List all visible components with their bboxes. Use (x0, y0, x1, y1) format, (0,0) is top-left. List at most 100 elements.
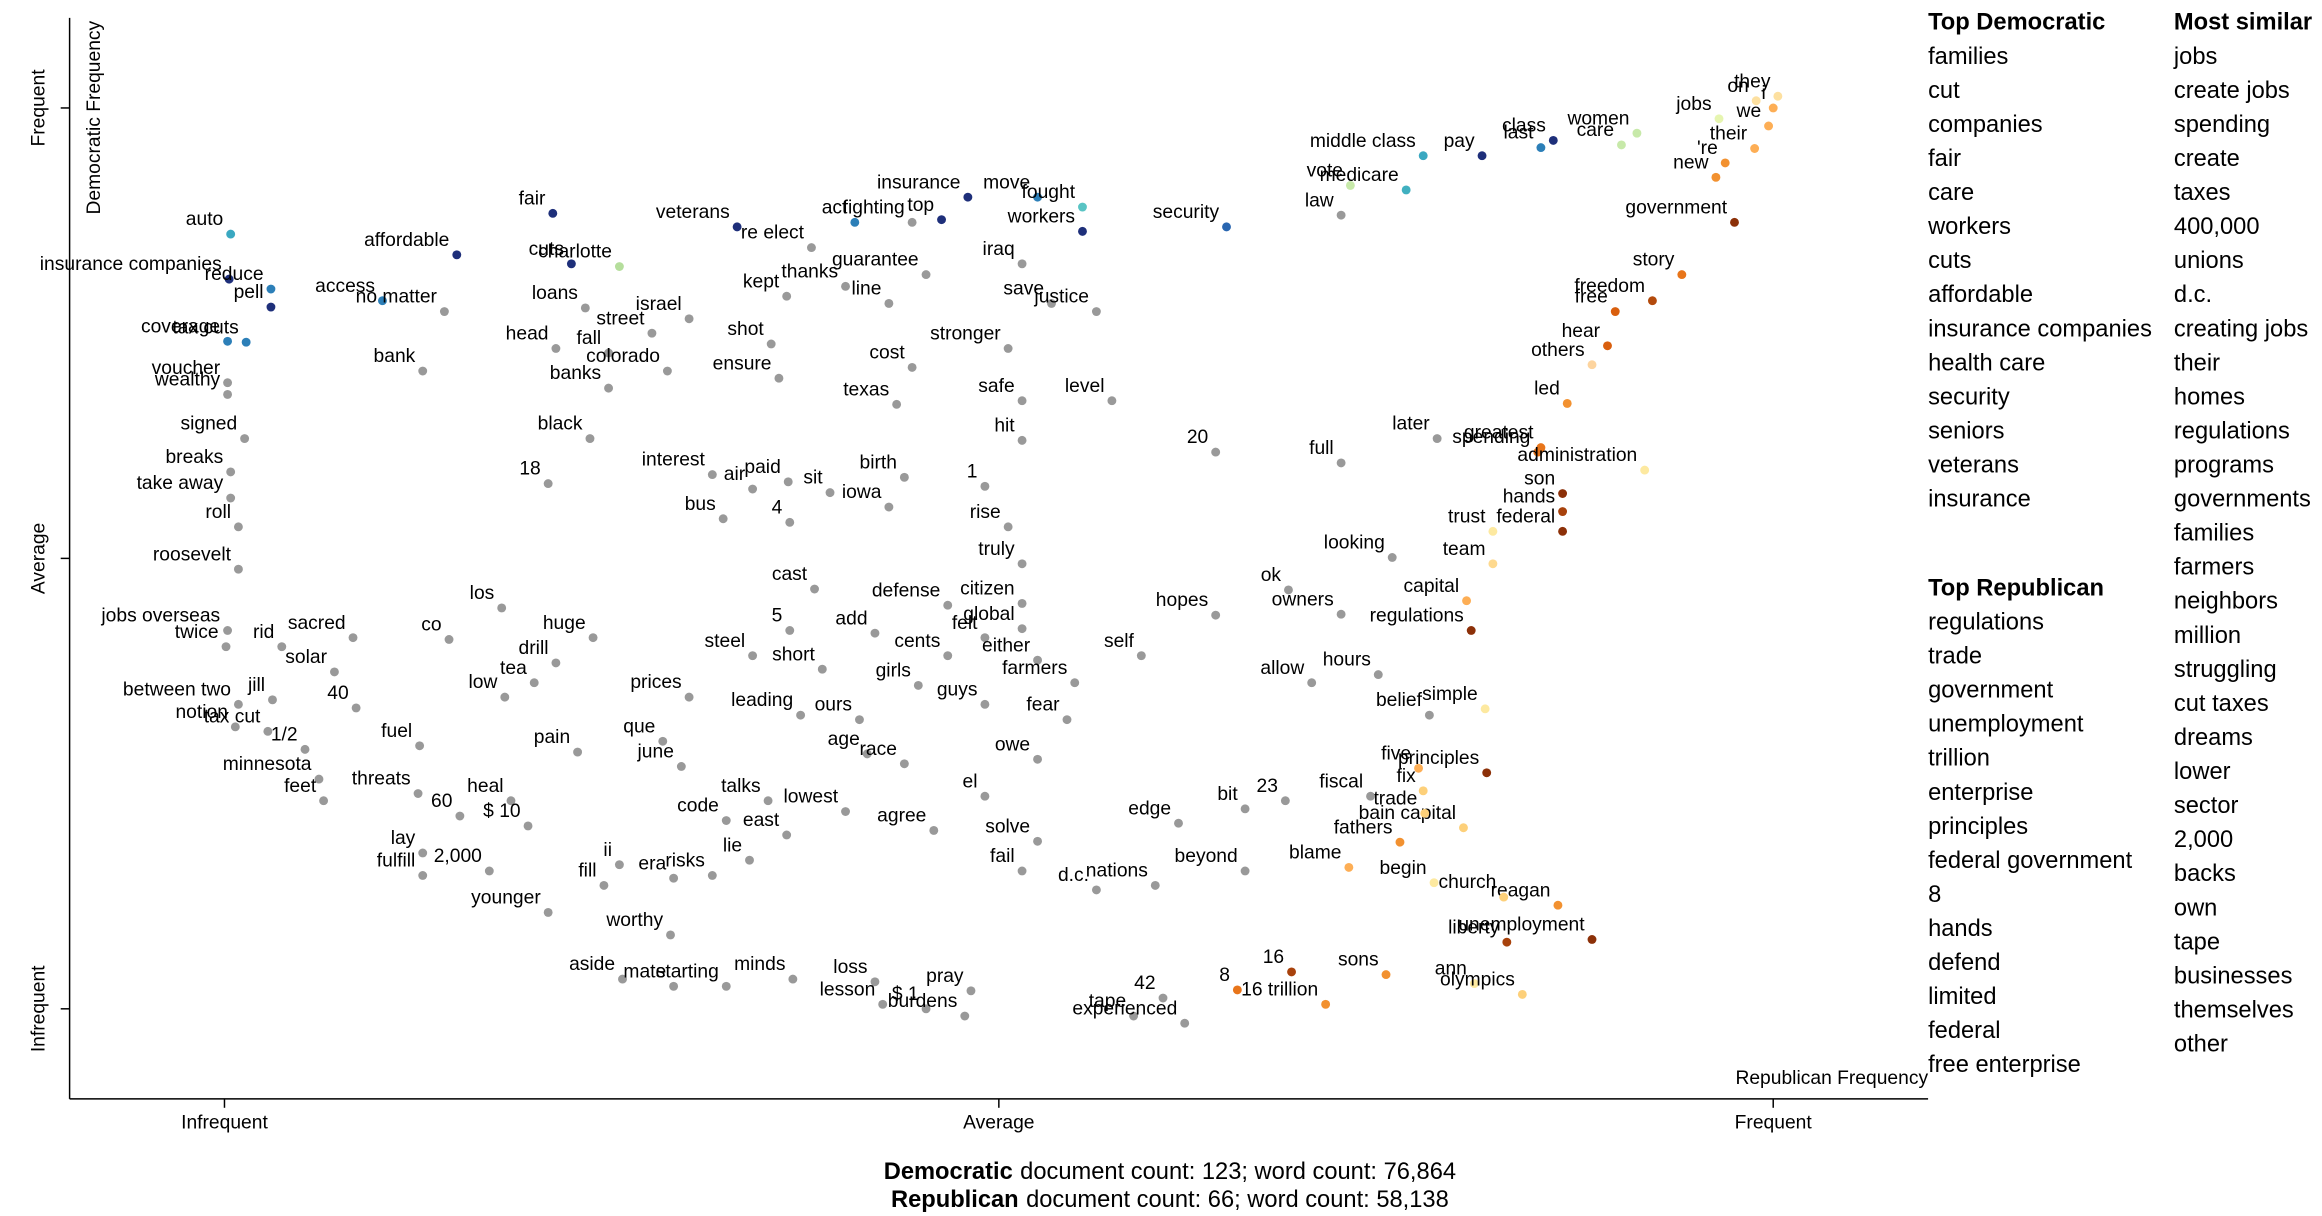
point (785, 626, 795, 635)
point-label: global (963, 604, 1014, 625)
point-label: 20 (1187, 427, 1208, 448)
point-label: worthy (605, 910, 663, 931)
point-label: 're (1697, 138, 1718, 159)
point-label: spending (1452, 427, 1530, 448)
point-label: feet (284, 776, 317, 797)
point (980, 699, 990, 709)
point-label: charlotte (538, 242, 612, 263)
point-label: defense (872, 580, 941, 601)
point-label: bain capital (1359, 803, 1456, 824)
point (551, 344, 561, 353)
point (766, 339, 776, 349)
point (314, 774, 324, 784)
point (841, 281, 850, 291)
point (666, 930, 675, 940)
list-term: businesses (2174, 963, 2293, 989)
point-label: vote (1307, 161, 1343, 182)
point-label: black (538, 414, 583, 435)
point (929, 826, 939, 835)
list-term: backs (2174, 861, 2236, 887)
list-term: struggling (2174, 657, 2277, 683)
point-label: lowest (784, 787, 839, 808)
point-label: 1 (967, 461, 978, 482)
point-label: insurance companies (40, 254, 222, 275)
point (1287, 967, 1296, 977)
point (1222, 222, 1231, 232)
point-label: thanks (781, 261, 838, 282)
point (841, 807, 850, 816)
footer-text: document count: 66; word count: 58,138 (1026, 1187, 1449, 1213)
point-label: blame (1289, 843, 1341, 864)
point (1017, 259, 1027, 269)
point-label: farmers (1002, 658, 1067, 679)
point (1488, 526, 1498, 536)
point (543, 479, 553, 489)
point (455, 811, 465, 821)
list-term: health care (1928, 350, 2045, 376)
point-label: cast (772, 564, 808, 585)
point-label: medicare (1320, 165, 1399, 186)
point (1720, 158, 1730, 168)
point (585, 434, 595, 444)
point (1730, 217, 1739, 227)
point-label: hours (1323, 650, 1371, 671)
point-label: israel (636, 294, 682, 315)
list-term: hands (1928, 916, 1993, 942)
point (1401, 185, 1411, 195)
point-label: 60 (431, 791, 452, 812)
list-term: creating jobs (2174, 316, 2308, 342)
point-label: federal (1496, 506, 1555, 527)
point-label: cuts (529, 239, 564, 260)
point (614, 860, 624, 870)
point-label: pain (534, 727, 570, 748)
point (855, 715, 864, 725)
point (980, 481, 990, 491)
list-title: Most similar (2174, 10, 2312, 36)
point (870, 977, 880, 987)
point (1517, 989, 1527, 999)
list-term: seniors (1928, 418, 2004, 444)
point-label: we (1736, 101, 1762, 122)
point (1211, 447, 1221, 457)
point-label: reduce (205, 264, 264, 285)
point-label: auto (186, 209, 223, 230)
point-label: air (724, 464, 746, 485)
point (1768, 103, 1778, 113)
list-term: affordable (1928, 282, 2033, 308)
y-tick-label: Frequent (28, 69, 49, 147)
point (943, 651, 953, 661)
point-label: between two (123, 679, 231, 700)
point (1003, 522, 1013, 532)
point-label: pray (926, 966, 964, 987)
point (718, 514, 728, 524)
point-label: 4 (772, 497, 783, 518)
point (796, 710, 806, 720)
point (782, 830, 792, 840)
list-term: principles (1928, 814, 2028, 840)
point (604, 383, 614, 393)
point-label: drill (519, 638, 549, 659)
point (319, 796, 329, 806)
point (1387, 553, 1397, 562)
point (484, 866, 494, 876)
point (1033, 192, 1043, 202)
point (878, 999, 888, 1009)
list-term: jobs (2173, 44, 2217, 70)
point (943, 600, 953, 610)
point (1336, 609, 1346, 619)
point (1711, 172, 1721, 182)
point-label: risks (665, 851, 705, 872)
point (241, 337, 251, 347)
y-axis-label: Democratic Frequency (84, 20, 105, 214)
list-term: insurance (1928, 487, 2031, 513)
party: Democratic (884, 1159, 1013, 1185)
point-label: heal (467, 776, 503, 797)
point (1078, 226, 1087, 236)
point-label: ann (1435, 959, 1467, 980)
point (1469, 979, 1479, 989)
point (1459, 823, 1468, 833)
point (1091, 885, 1101, 895)
list-term: workers (1927, 214, 2011, 240)
point (418, 871, 428, 880)
